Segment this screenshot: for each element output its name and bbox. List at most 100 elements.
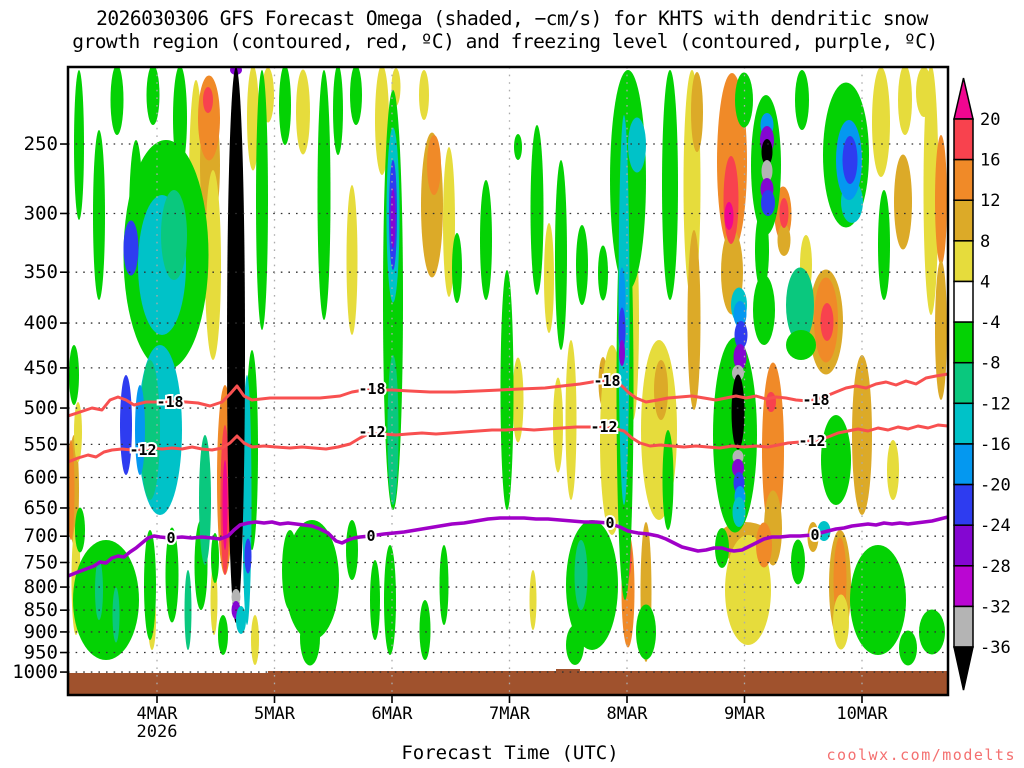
omega-blob (691, 72, 703, 152)
omega-blob (786, 330, 816, 360)
colorbar-tick-label: 8 (980, 232, 990, 252)
omega-blob (256, 70, 268, 330)
omega-blob (779, 198, 789, 228)
omega-blob (251, 615, 259, 665)
omega-blob (120, 375, 132, 475)
contour-label: 0 (166, 529, 175, 547)
omega-blob (427, 135, 441, 195)
omega-blob (165, 527, 179, 623)
omega-blob (375, 67, 389, 175)
axis-tick-labels: 2503003504004505005506006507007508008509… (12, 133, 888, 742)
colorbar-box (953, 565, 974, 608)
omega-blob (732, 497, 746, 527)
omega-blob (74, 70, 84, 220)
colorbar-tick-label: 16 (980, 151, 1000, 171)
omega-blob (199, 435, 211, 565)
omega-blob (654, 360, 668, 420)
omega-blob (919, 609, 945, 655)
omega-blob (110, 67, 124, 135)
y-tick-label: 1000 (12, 661, 58, 683)
omega-blob (439, 545, 449, 625)
omega-blob (795, 70, 809, 130)
omega-blob (724, 202, 734, 230)
omega-blob (146, 67, 160, 125)
omega-blob (68, 440, 75, 540)
omega-blob (732, 459, 744, 477)
x-tick-label: 6MAR (372, 704, 414, 724)
omega-blob (95, 560, 103, 620)
colorbar-tick-label: -12 (980, 394, 1011, 414)
colorbar-box (953, 605, 974, 648)
colorbar-box (953, 199, 974, 242)
omega-blob (733, 344, 747, 370)
omega-blob (247, 67, 259, 171)
colorbar-box (953, 158, 974, 201)
colorbar-box (953, 118, 974, 161)
omega-blob (135, 385, 145, 475)
colorbar-tick-label: 20 (980, 110, 1000, 130)
y-tick-label: 850 (24, 599, 58, 621)
omega-blob (574, 540, 588, 610)
x-tick-label: 8MAR (607, 704, 649, 724)
y-tick-label: 450 (24, 357, 58, 379)
contour-label: 0 (366, 527, 375, 545)
omega-blob (346, 520, 358, 580)
omega-blob (443, 147, 455, 297)
omega-blob (222, 460, 228, 550)
omega-blob (285, 520, 339, 640)
omega-blob (74, 402, 82, 462)
omega-blob (69, 345, 79, 405)
omega-blob (553, 377, 563, 473)
colorbar-tick-label: -36 (980, 638, 1011, 658)
colorbar-box (953, 483, 974, 526)
omega-blob (514, 134, 522, 160)
omega-blob (820, 303, 834, 341)
omega-blob (878, 190, 890, 300)
omega-blob (350, 67, 362, 125)
x-tick-label: 5MAR (254, 704, 296, 724)
colorbar-box (953, 321, 974, 364)
omega-blob (73, 540, 139, 660)
colorbar-tick-label: -32 (980, 597, 1011, 617)
contour-label: -18 (156, 393, 183, 411)
omega-blob (236, 606, 246, 634)
omega-blob (761, 160, 773, 182)
omega-blob (205, 170, 221, 360)
x-tick-label: 7MAR (489, 704, 531, 724)
omega-blob (244, 538, 252, 574)
chart-title-line2: growth region (contoured, red, ºC) and f… (72, 30, 937, 53)
contour-label: -18 (358, 380, 385, 398)
omega-blob (618, 307, 626, 353)
x-axis-title: Forecast Time (UTC) (401, 742, 618, 764)
omega-blob (390, 188, 396, 248)
omega-blob (173, 67, 187, 171)
omega-blob (419, 70, 429, 120)
colorbar-box (953, 524, 974, 567)
omega-blob (753, 275, 775, 345)
omega-blob (898, 67, 912, 135)
omega-blob (852, 355, 872, 515)
omega-blob (480, 180, 492, 300)
omega-blob (387, 355, 399, 505)
omega-blob (530, 125, 544, 295)
omega-blob (733, 301, 747, 327)
y-tick-label: 600 (24, 466, 58, 488)
y-tick-label: 700 (24, 525, 58, 547)
surface-terrain (68, 669, 948, 695)
omega-blob (529, 570, 537, 630)
omega-blob (333, 67, 343, 155)
y-tick-label: 900 (24, 621, 58, 643)
year-label: 2026 (137, 722, 178, 742)
omega-blob (296, 69, 310, 155)
omega-blob (833, 594, 849, 650)
contour-label: 0 (810, 526, 819, 544)
omega-blob (144, 530, 156, 640)
y-tick-label: 350 (24, 261, 58, 283)
contour-label: -18 (593, 372, 620, 390)
colorbar-box (953, 443, 974, 486)
colorbar-tick-label: -16 (980, 435, 1011, 455)
omega-blob (512, 357, 524, 443)
omega-blob (923, 67, 939, 315)
omega-blob (619, 340, 625, 366)
omega-blob (687, 230, 701, 410)
